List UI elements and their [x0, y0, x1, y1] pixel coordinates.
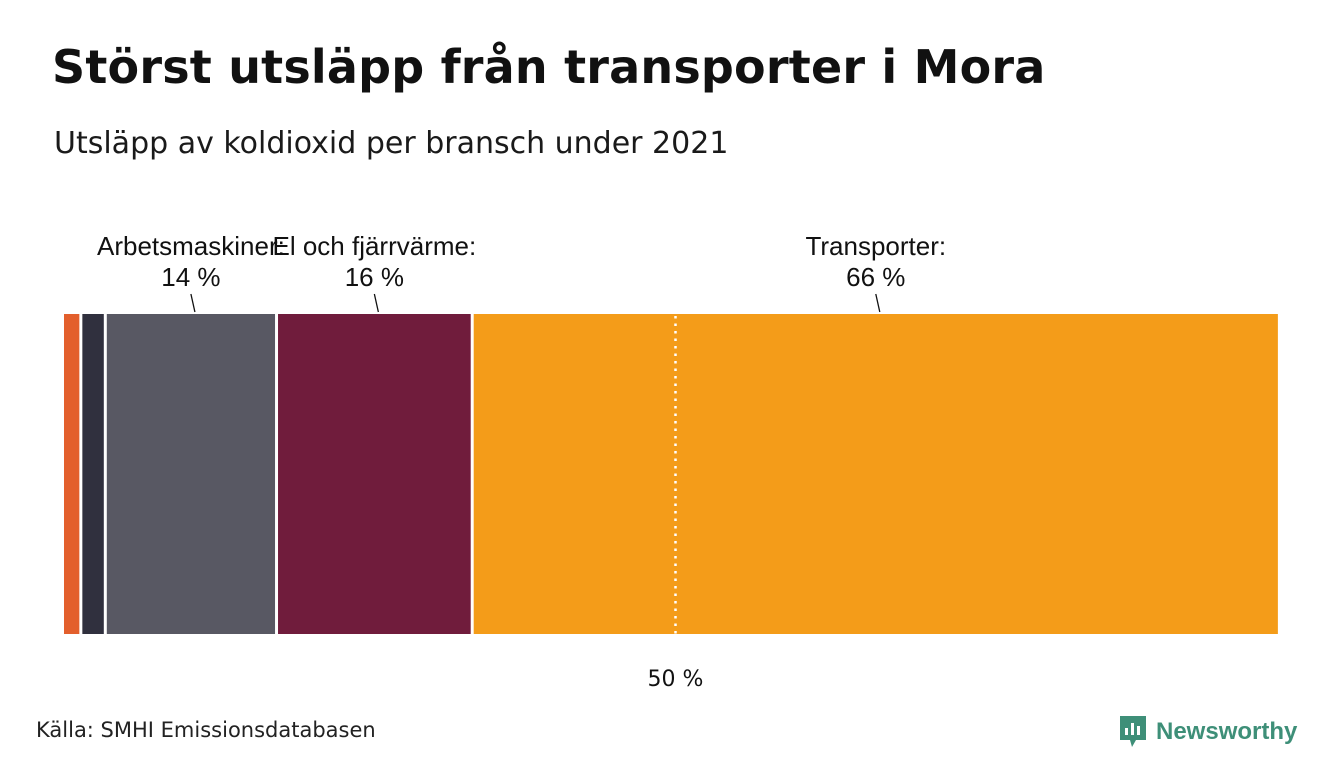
segment-value-label-3: 16 %: [345, 262, 404, 292]
brand-logo: Newsworthy: [1118, 712, 1297, 752]
bar-segment-2: [106, 314, 276, 634]
source-note: Källa: SMHI Emissionsdatabasen: [36, 718, 376, 742]
bar-segment-4: [473, 314, 1278, 634]
segment-label-4: Transporter:: [805, 231, 946, 261]
segment-label-3: El och fjärrvärme:: [272, 231, 476, 261]
label-leader-line-3: [373, 293, 379, 313]
segment-value-label-2: 14 %: [161, 262, 220, 292]
chart-title: Störst utsläpp från transporter i Mora: [52, 40, 1046, 94]
reference-line-label: 50 %: [648, 667, 704, 692]
segment-label-2: Arbetsmaskiner:: [97, 231, 285, 261]
bar-segment-3: [278, 314, 471, 634]
segment-value-label-4: 66 %: [846, 262, 905, 292]
newsworthy-logo-icon: [1120, 716, 1146, 747]
label-leader-line-2: [190, 293, 196, 313]
brand-name: Newsworthy: [1156, 718, 1298, 745]
bar-segment-0: [64, 314, 80, 634]
chart-subtitle: Utsläpp av koldioxid per bransch under 2…: [54, 126, 729, 161]
bar-segment-1: [82, 314, 104, 634]
label-leader-line-4: [875, 293, 881, 313]
